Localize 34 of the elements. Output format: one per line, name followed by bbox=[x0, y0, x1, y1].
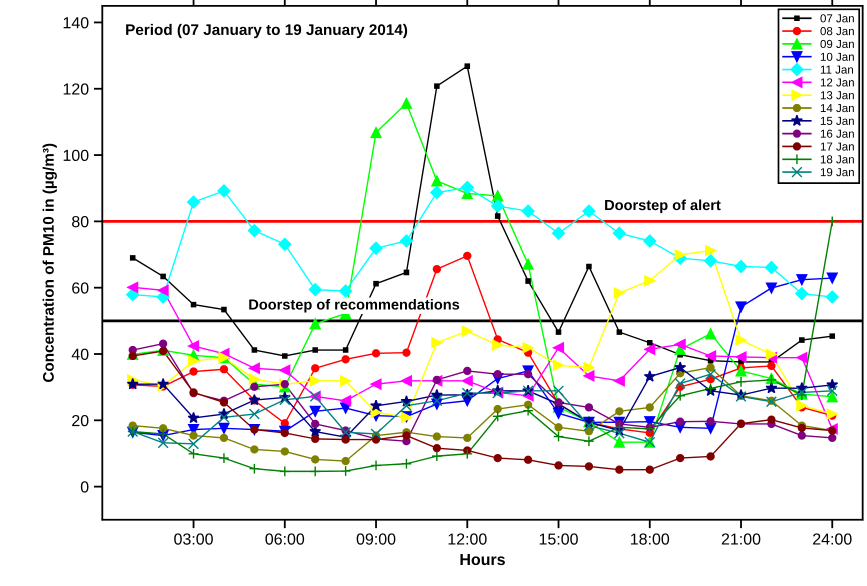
x-tick-label: 12:00 bbox=[448, 533, 487, 545]
x-axis-title: Hours bbox=[460, 554, 505, 566]
legend-label: 17 Jan bbox=[820, 142, 854, 151]
legend-label: 09 Jan bbox=[820, 40, 854, 48]
x-tick-label: 09:00 bbox=[356, 533, 396, 545]
y-tick-label: 0 bbox=[80, 481, 88, 493]
y-axis-title: Concentration of PM10 in (µg/m³) bbox=[42, 144, 57, 382]
text: Period (07 January to 19 January 2014) bbox=[126, 24, 408, 38]
x-tick-label: 18:00 bbox=[631, 533, 670, 545]
y-tick-label: 40 bbox=[72, 348, 88, 360]
legend-label: 19 Jan bbox=[820, 168, 854, 176]
legend-label: 15 Jan bbox=[820, 116, 854, 125]
legend-label: 18 Jan bbox=[820, 155, 854, 164]
y-tick-label: 20 bbox=[72, 414, 88, 426]
x-tick-label: 21:00 bbox=[722, 533, 760, 545]
legend-label: 13 Jan bbox=[820, 91, 854, 100]
x-tick-label: 03:00 bbox=[174, 533, 213, 545]
x-tick-label: 24:00 bbox=[813, 533, 852, 545]
ref-line-label: Doorstep of recommendations bbox=[249, 298, 460, 313]
legend-label: 08 Jan bbox=[820, 27, 854, 36]
x-tick-label: 06:00 bbox=[265, 533, 304, 545]
y-tick-label: 80 bbox=[72, 216, 88, 228]
legend-label: 11 Jan bbox=[820, 66, 853, 74]
ref-line-label: Doorstep of alert bbox=[605, 199, 721, 214]
legend-label: 16 Jan bbox=[820, 130, 854, 138]
legend-label: 07 Jan bbox=[820, 14, 854, 22]
y-tick-label: 100 bbox=[64, 150, 88, 162]
legend-label: 10 Jan bbox=[820, 52, 854, 61]
legend-label: 12 Jan bbox=[820, 78, 854, 86]
y-tick-label: 120 bbox=[64, 83, 88, 95]
y-tick-label: 60 bbox=[72, 282, 88, 294]
legend-label: 14 Jan bbox=[820, 104, 854, 112]
x-tick-label: 15:00 bbox=[540, 533, 578, 545]
y-tick-label: 140 bbox=[64, 17, 88, 28]
